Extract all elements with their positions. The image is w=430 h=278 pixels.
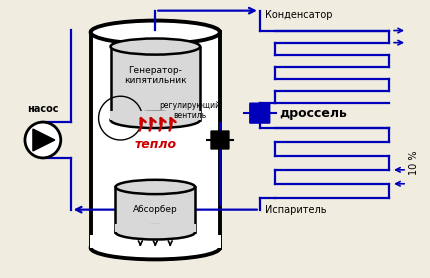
Text: регулирующий
вентиль: регулирующий вентиль	[160, 101, 221, 120]
Polygon shape	[211, 131, 229, 149]
Ellipse shape	[91, 21, 220, 44]
Ellipse shape	[116, 225, 195, 239]
Text: Абсорбер: Абсорбер	[133, 205, 178, 214]
Ellipse shape	[91, 236, 220, 259]
Bar	[111, 46, 200, 120]
Bar	[110, 111, 201, 120]
Polygon shape	[33, 129, 55, 151]
Polygon shape	[211, 131, 229, 149]
Text: Конденсатор: Конденсатор	[265, 10, 332, 20]
Polygon shape	[250, 103, 270, 123]
Bar	[116, 187, 195, 232]
Text: Генератор-
кипятильник: Генератор- кипятильник	[124, 66, 187, 85]
Ellipse shape	[111, 112, 200, 128]
Text: дроссель: дроссель	[280, 107, 347, 120]
Text: насос: насос	[27, 104, 58, 114]
Ellipse shape	[116, 180, 195, 194]
Bar	[91, 32, 220, 248]
Bar	[114, 224, 196, 232]
Text: 10 %: 10 %	[409, 151, 419, 175]
Text: Испаритель: Испаритель	[265, 205, 326, 215]
Circle shape	[25, 122, 61, 158]
Bar	[89, 235, 221, 248]
Polygon shape	[250, 103, 270, 123]
Text: тепло: тепло	[134, 138, 176, 152]
Ellipse shape	[111, 39, 200, 54]
